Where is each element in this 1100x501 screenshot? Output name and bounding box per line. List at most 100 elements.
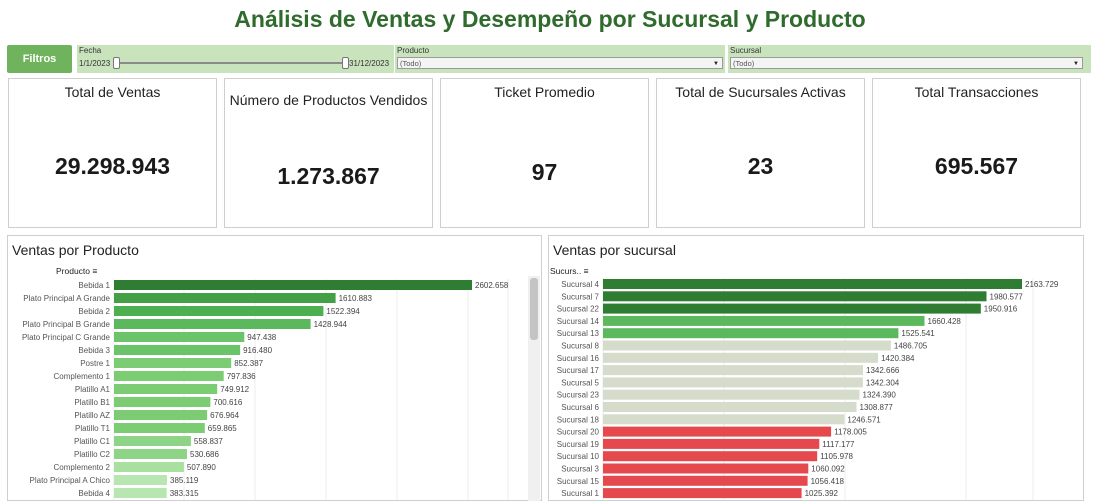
bar[interactable]: [114, 332, 245, 342]
kpi-label: Ticket Promedio: [494, 84, 595, 100]
value-label: 1342.304: [866, 378, 900, 387]
value-label: 797.836: [227, 372, 256, 381]
value-label: 558.837: [194, 437, 223, 446]
kpi-productos-vendidos: Número de Productos Vendidos 1.273.867: [224, 78, 433, 228]
bar[interactable]: [114, 397, 211, 407]
category-label: Sucursal 3: [561, 465, 599, 474]
value-label: 749.912: [220, 385, 249, 394]
producto-filter: Producto (Todo) ▼: [395, 45, 725, 73]
bar[interactable]: [114, 410, 208, 420]
bar[interactable]: [603, 389, 860, 400]
category-label: Sucursal 17: [557, 366, 600, 375]
fecha-slider[interactable]: [118, 62, 344, 64]
bar[interactable]: [114, 345, 241, 355]
kpi-total-transacciones: Total Transacciones 695.567: [872, 78, 1081, 228]
value-label: 507.890: [187, 463, 216, 472]
bar[interactable]: [603, 426, 832, 437]
bar[interactable]: [603, 414, 845, 425]
category-label: Sucursal 10: [557, 452, 600, 461]
bar[interactable]: [114, 384, 218, 394]
bar[interactable]: [603, 463, 809, 474]
fecha-start: 1/1/2023: [79, 59, 111, 68]
field-header-label: Producto: [56, 266, 91, 276]
category-label: Plato Principal A Grande: [23, 294, 110, 303]
bar[interactable]: [603, 303, 981, 314]
category-label: Complemento 2: [54, 463, 111, 472]
bar[interactable]: [114, 436, 191, 446]
sort-icon[interactable]: ≡: [583, 266, 589, 276]
value-label: 1324.390: [863, 391, 897, 400]
fecha-start-handle[interactable]: [113, 57, 120, 69]
bar[interactable]: [114, 293, 336, 303]
bar[interactable]: [603, 315, 925, 326]
ventas-por-sucursal-chart: Sucursal 4 2163.729 Sucursal 7 1980.577 Sucu…: [557, 278, 1059, 500]
sucursal-select-value: (Todo): [733, 59, 755, 68]
category-label: Bebida 4: [78, 489, 110, 498]
bar[interactable]: [603, 352, 879, 363]
category-label: Sucursal 1: [561, 489, 599, 498]
bar[interactable]: [603, 475, 808, 486]
chart-title: Ventas por Producto: [12, 242, 139, 258]
category-label: Sucursal 15: [557, 477, 600, 486]
fecha-end-handle[interactable]: [342, 57, 349, 69]
bar[interactable]: [603, 291, 987, 302]
value-label: 2602.658: [475, 281, 509, 290]
category-label: Sucursal 14: [557, 317, 600, 326]
value-label: 1342.666: [866, 366, 900, 375]
bar[interactable]: [603, 365, 863, 376]
category-label: Platillo C1: [74, 437, 111, 446]
category-label: Bebida 3: [78, 346, 110, 355]
bar[interactable]: [114, 449, 187, 459]
bar[interactable]: [603, 340, 891, 351]
value-label: 1420.384: [881, 354, 915, 363]
category-label: Sucursal 5: [561, 378, 599, 387]
category-label: Platillo A1: [75, 385, 111, 394]
category-label: Sucursal 4: [561, 280, 599, 289]
bar[interactable]: [603, 402, 857, 412]
kpi-label: Total de Sucursales Activas: [675, 84, 846, 100]
value-label: 659.865: [208, 424, 237, 433]
kpi-value: 695.567: [934, 153, 1019, 179]
sucursal-field-header[interactable]: Sucurs.. ≡: [550, 266, 589, 276]
bar[interactable]: [114, 475, 167, 485]
bar[interactable]: [114, 306, 324, 316]
ventas-por-producto-chart: Bebida 1 2602.658 Plato Principal A Grande…: [22, 279, 509, 500]
bar[interactable]: [603, 328, 899, 339]
bar[interactable]: [114, 319, 311, 329]
value-label: 700.616: [213, 398, 242, 407]
fecha-end: 31/12/2023: [349, 59, 390, 68]
bar[interactable]: [603, 377, 863, 388]
kpi-label: Número de Productos Vendidos: [229, 92, 428, 108]
producto-select[interactable]: (Todo) ▼: [397, 57, 723, 69]
value-label: 1060.092: [811, 465, 845, 474]
bar[interactable]: [603, 451, 818, 462]
value-label: 1660.428: [928, 317, 962, 326]
dropdown-arrow-icon: ▼: [1073, 61, 1079, 67]
category-label: Plato Principal C Grande: [22, 333, 111, 342]
bar[interactable]: [114, 488, 167, 498]
bar[interactable]: [114, 462, 184, 472]
bar[interactable]: [603, 438, 820, 449]
value-label: 1428.944: [314, 320, 348, 329]
filtros-button[interactable]: Filtros: [7, 45, 72, 73]
category-label: Platillo AZ: [74, 411, 110, 420]
scrollbar-thumb[interactable]: [530, 278, 538, 340]
bar[interactable]: [603, 279, 1022, 289]
bar[interactable]: [114, 371, 224, 381]
value-label: 1056.418: [811, 477, 845, 486]
sucursal-select[interactable]: (Todo) ▼: [730, 57, 1083, 69]
kpi-value: 1.273.867: [277, 163, 380, 189]
producto-field-header[interactable]: Producto ≡: [56, 266, 97, 276]
bar[interactable]: [114, 280, 472, 290]
category-label: Complemento 1: [54, 372, 111, 381]
value-label: 852.387: [234, 359, 263, 368]
value-label: 385.119: [170, 476, 199, 485]
bar[interactable]: [603, 488, 802, 499]
sort-icon[interactable]: ≡: [92, 266, 98, 276]
producto-scrollbar[interactable]: [528, 276, 540, 501]
bar[interactable]: [114, 423, 205, 433]
producto-label: Producto: [397, 46, 430, 55]
value-label: 676.964: [210, 411, 239, 420]
bar[interactable]: [114, 358, 232, 368]
category-label: Platillo B1: [74, 398, 110, 407]
